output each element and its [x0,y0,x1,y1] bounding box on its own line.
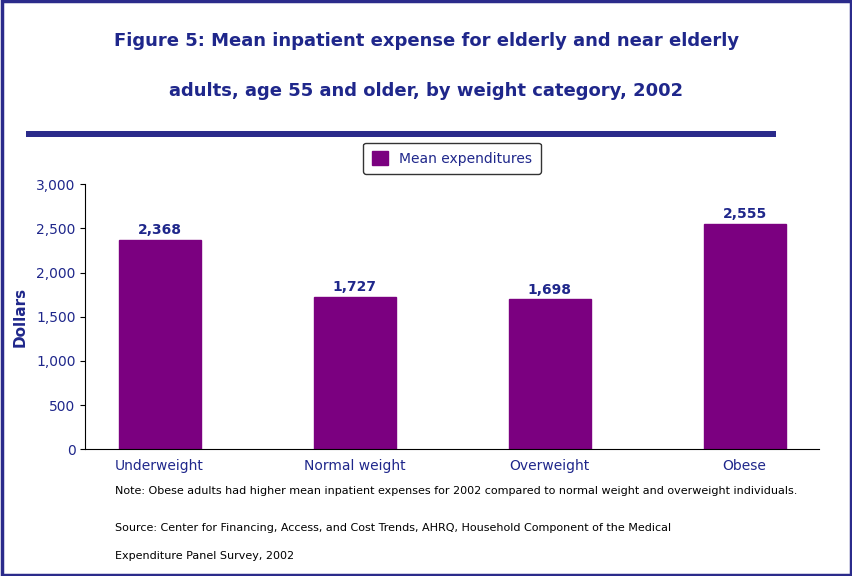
Text: adults, age 55 and older, by weight category, 2002: adults, age 55 and older, by weight cate… [170,82,682,100]
Legend: Mean expenditures: Mean expenditures [363,143,540,174]
Bar [118,240,200,449]
Text: Source: Center for Financing, Access, and Cost Trends, AHRQ, Household Component: Source: Center for Financing, Access, an… [115,523,671,533]
Text: Expenditure Panel Survey, 2002: Expenditure Panel Survey, 2002 [115,551,294,560]
Text: 2,555: 2,555 [722,207,766,221]
Bar [508,300,590,449]
Text: 1,727: 1,727 [332,280,376,294]
Text: Figure 5: Mean inpatient expense for elderly and near elderly: Figure 5: Mean inpatient expense for eld… [114,32,738,50]
Text: 2,368: 2,368 [137,223,181,237]
Text: 1,698: 1,698 [527,283,571,297]
Y-axis label: Dollars: Dollars [13,287,28,347]
Text: Note: Obese adults had higher mean inpatient expenses for 2002 compared to norma: Note: Obese adults had higher mean inpat… [115,486,797,496]
Bar [314,297,395,449]
Bar [703,223,785,449]
